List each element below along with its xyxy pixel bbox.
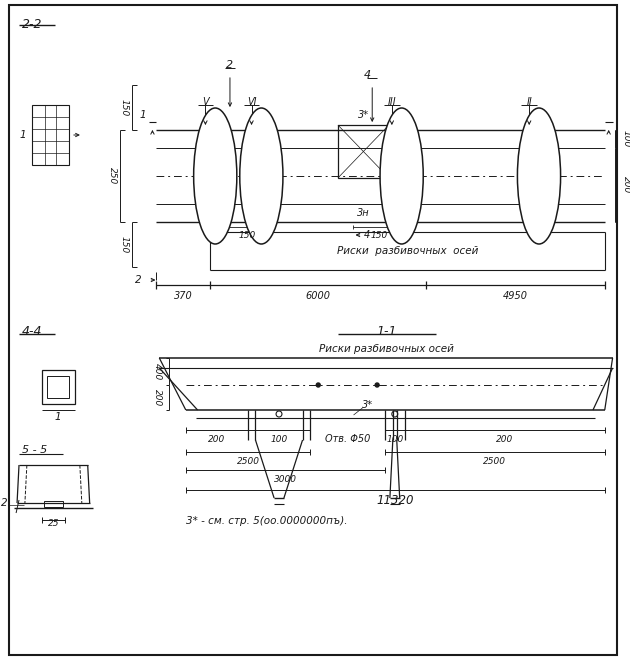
Bar [42, 370, 75, 404]
Bar [43, 501, 63, 507]
Text: 150: 150 [239, 230, 256, 240]
Text: 100: 100 [622, 131, 630, 148]
Text: 200: 200 [153, 389, 162, 406]
Text: Риски  разбивочных  осей: Риски разбивочных осей [337, 246, 478, 256]
Text: 250: 250 [108, 168, 117, 185]
Bar [32, 105, 69, 165]
Bar [532, 128, 546, 138]
Text: 1: 1 [55, 412, 62, 422]
Text: 6000: 6000 [306, 291, 331, 301]
Text: VI: VI [247, 97, 256, 107]
Text: Риски разбивочных осей: Риски разбивочных осей [319, 344, 454, 354]
Text: 100: 100 [270, 434, 288, 444]
Text: V: V [202, 97, 209, 107]
Circle shape [375, 383, 379, 387]
Text: 200: 200 [208, 434, 226, 444]
Text: 2500: 2500 [237, 457, 260, 465]
Text: 4: 4 [364, 230, 370, 240]
Text: 25: 25 [48, 519, 59, 527]
Text: 5 - 5: 5 - 5 [22, 445, 47, 455]
Bar [395, 214, 408, 224]
Text: 2500: 2500 [483, 457, 507, 465]
Text: 3*: 3* [358, 110, 369, 120]
Text: 4: 4 [364, 70, 371, 80]
Text: 4950: 4950 [503, 291, 528, 301]
Text: III: III [387, 97, 396, 107]
Ellipse shape [193, 108, 237, 244]
Bar [338, 125, 389, 178]
Text: 1-1: 1-1 [377, 325, 397, 338]
Text: 3000: 3000 [274, 475, 297, 484]
Text: 150: 150 [371, 230, 388, 240]
Text: 200: 200 [496, 434, 513, 444]
Circle shape [316, 383, 320, 387]
Text: 200: 200 [622, 176, 630, 193]
Bar [255, 214, 268, 224]
Bar [209, 128, 222, 138]
Text: 2-2: 2-2 [22, 18, 42, 31]
Text: 1: 1 [20, 130, 26, 140]
Text: 4-4: 4-4 [22, 325, 42, 338]
Bar [532, 214, 546, 224]
Text: 1: 1 [139, 110, 146, 120]
Bar [209, 214, 222, 224]
Text: 3н: 3н [357, 208, 370, 218]
Ellipse shape [517, 108, 561, 244]
Text: 3*: 3* [362, 400, 373, 410]
Text: 3* - см. стр. 5(оо.0000000пъ).: 3* - см. стр. 5(оо.0000000пъ). [186, 516, 347, 526]
Text: 2: 2 [135, 275, 142, 285]
Text: 400: 400 [153, 363, 162, 380]
Ellipse shape [240, 108, 283, 244]
Ellipse shape [380, 108, 423, 244]
Text: Отв. Φ50: Отв. Φ50 [325, 434, 370, 444]
Text: 150: 150 [120, 236, 129, 253]
Text: 370: 370 [174, 291, 193, 301]
Bar [255, 128, 268, 138]
Text: 11320: 11320 [377, 494, 414, 508]
Text: II: II [526, 97, 532, 107]
Text: 2: 2 [226, 60, 234, 70]
Bar [395, 128, 408, 138]
Text: 150: 150 [120, 99, 129, 116]
Bar [47, 376, 69, 398]
Text: 2: 2 [1, 498, 7, 508]
Text: 100: 100 [386, 434, 403, 444]
